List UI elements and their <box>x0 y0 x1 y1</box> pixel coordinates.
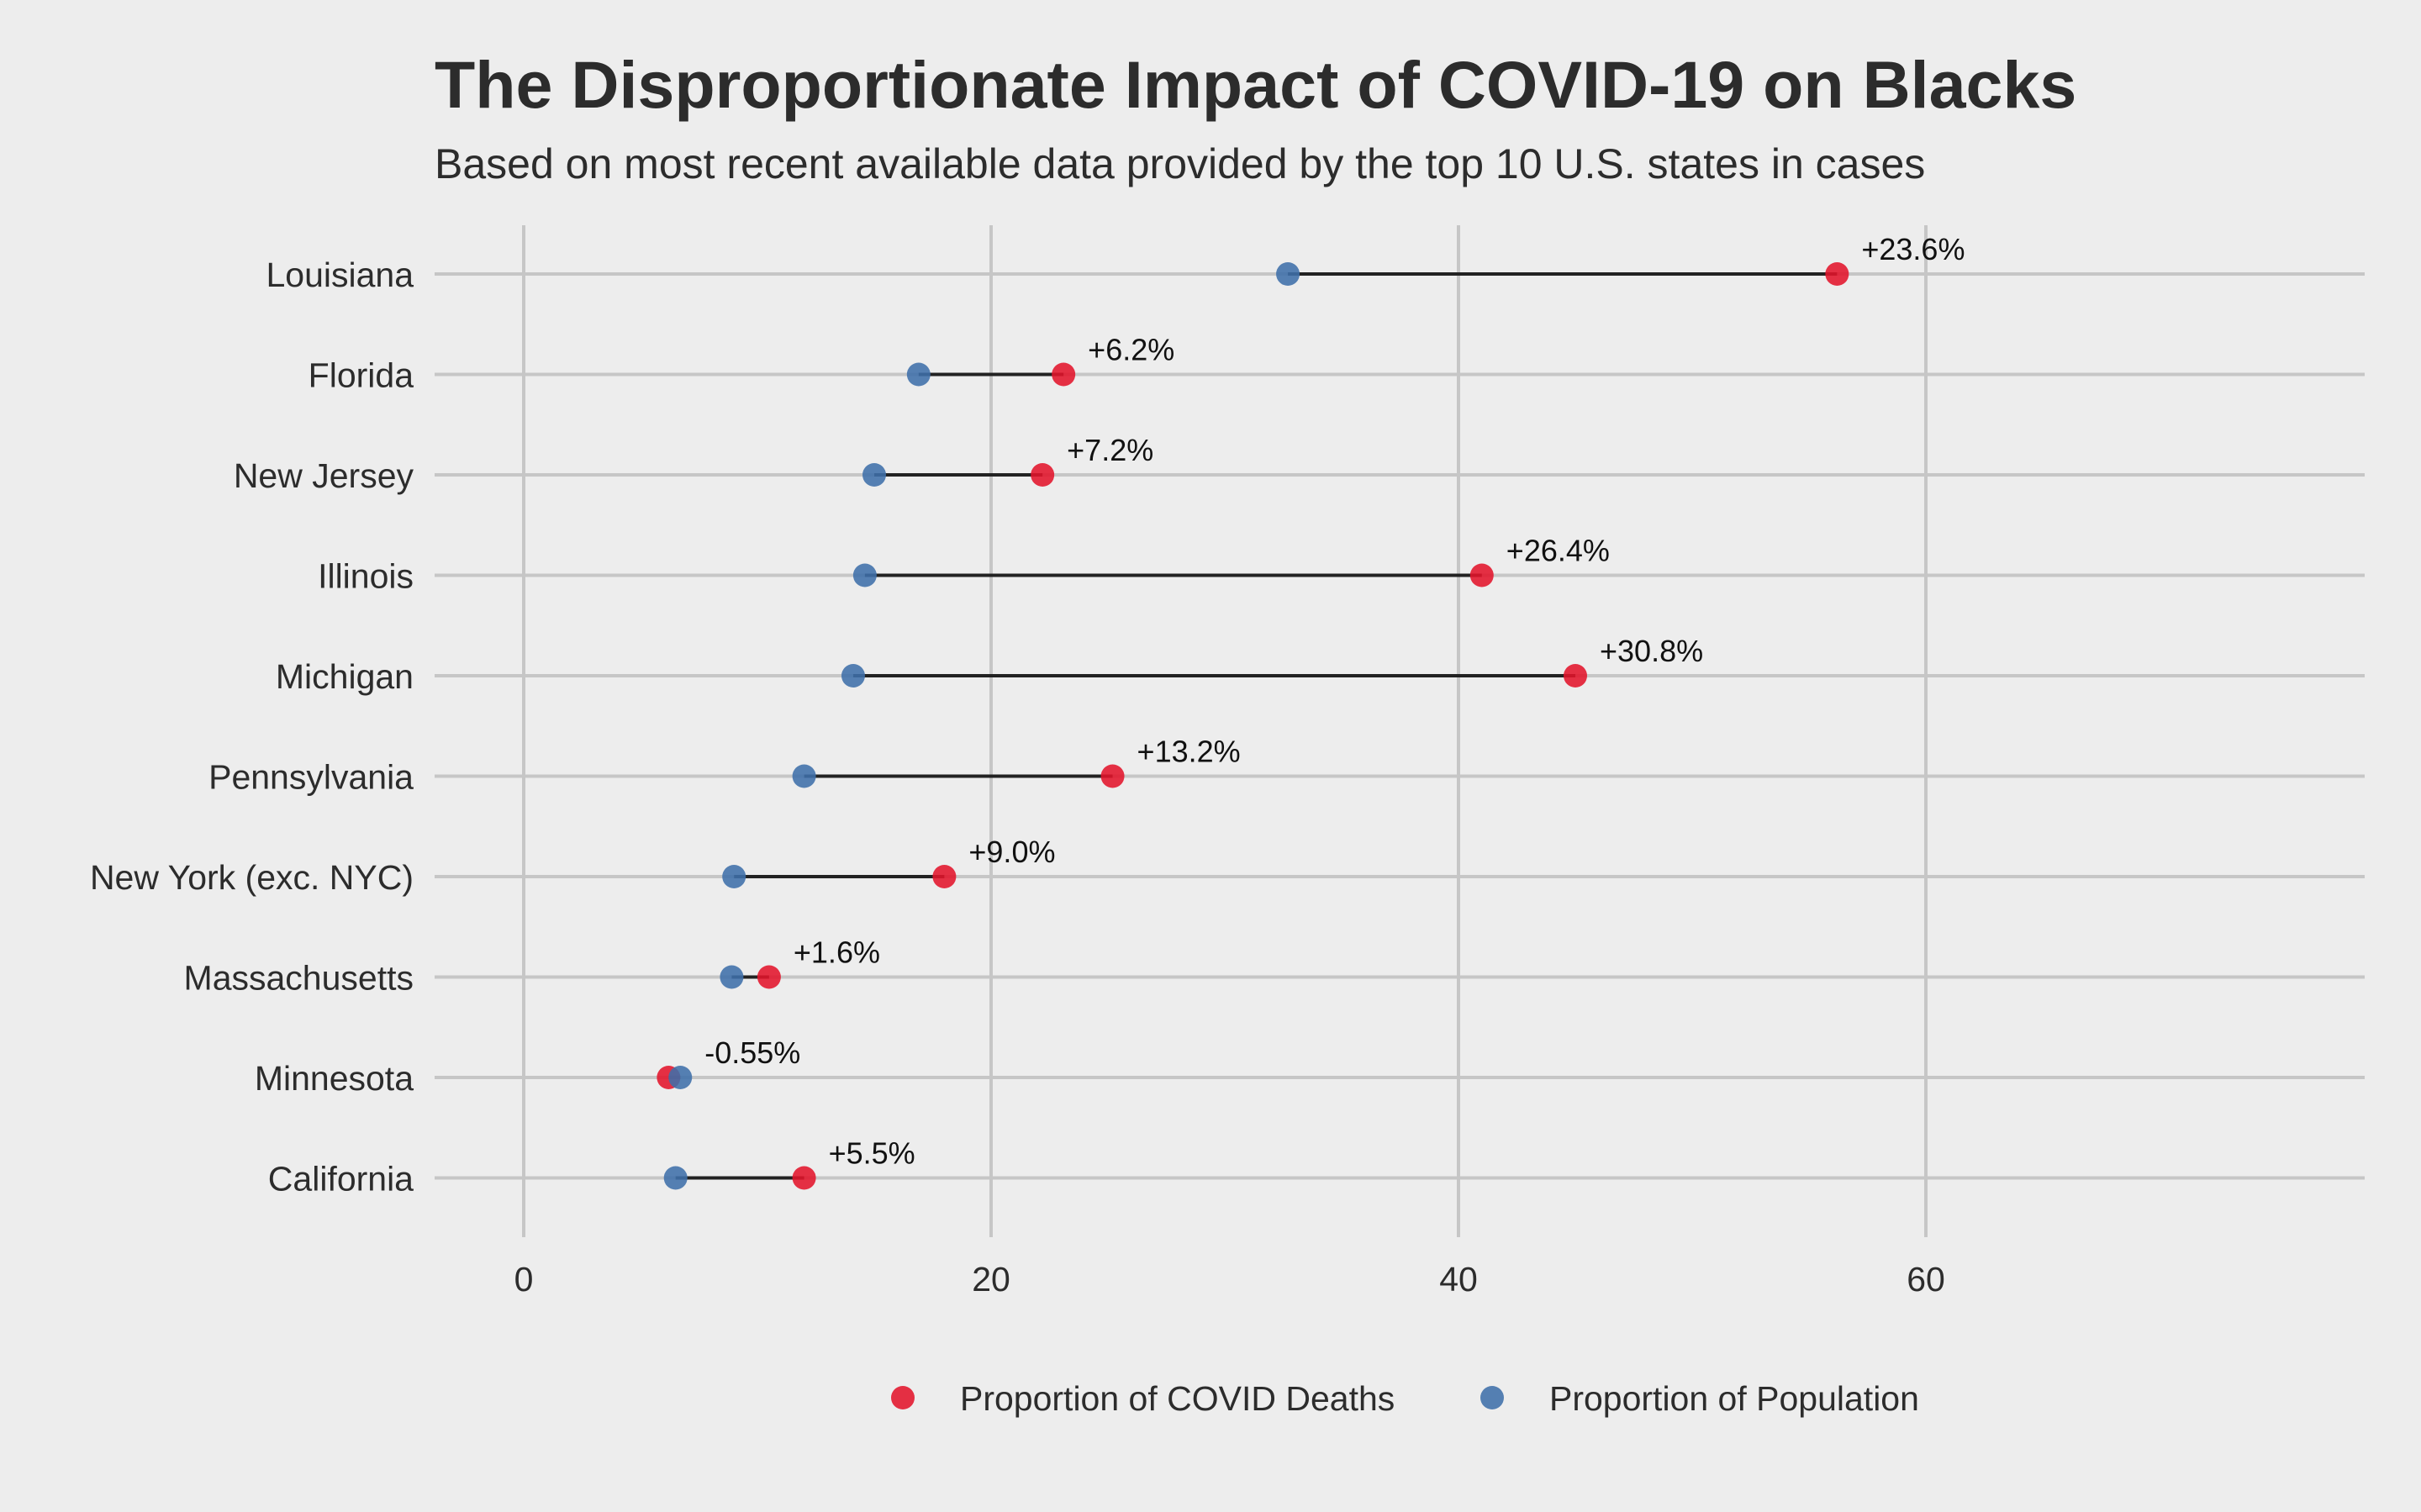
legend-population-label: Proportion of Population <box>1549 1379 1919 1418</box>
x-tick-label: 0 <box>514 1260 534 1299</box>
difference-label: -0.55% <box>704 1035 800 1070</box>
point-deaths-florida <box>1052 362 1076 387</box>
plot-area: +23.6% +6.2% +7.2% +26.4% +30.8% +13.2% +9.0% +… <box>657 232 1965 1190</box>
chart-title: The Disproportionate Impact of COVID-19 … <box>435 47 2076 122</box>
difference-label: +6.2% <box>1088 333 1174 367</box>
y-tick-label-pennsylvania: Pennsylvania <box>208 758 414 797</box>
x-tick-label: 60 <box>1907 1260 1945 1299</box>
difference-label: +13.2% <box>1137 735 1241 769</box>
point-population-new-jersey <box>862 463 886 487</box>
chart-subtitle: Based on most recent available data prov… <box>435 140 1925 187</box>
point-population-louisiana <box>1276 262 1300 286</box>
y-tick-label-massachusetts: Massachusetts <box>184 959 414 998</box>
difference-label: +7.2% <box>1067 433 1153 467</box>
difference-label: +30.8% <box>1600 634 1703 668</box>
point-population-florida <box>906 362 931 387</box>
point-population-michigan <box>841 664 865 688</box>
point-population-massachusetts <box>720 965 744 989</box>
point-deaths-new-york-exc-nyc <box>932 865 957 888</box>
difference-label: +5.5% <box>829 1136 915 1171</box>
y-tick-label-minnesota: Minnesota <box>255 1059 414 1098</box>
difference-label: +9.0% <box>968 835 1055 869</box>
gridlines: 0 20 40 60 Louisiana Florida New Jersey Illinoi… <box>90 225 2365 1299</box>
y-tick-label-louisiana: Louisiana <box>266 256 414 294</box>
point-population-new-york-exc-nyc <box>722 865 746 888</box>
point-deaths-illinois <box>1469 563 1494 587</box>
x-tick-label: 20 <box>972 1260 1010 1299</box>
point-population-california <box>663 1166 688 1190</box>
difference-label: +23.6% <box>1861 232 1965 266</box>
point-deaths-louisiana <box>1825 262 1849 286</box>
point-deaths-california <box>792 1166 816 1190</box>
legend: Proportion of COVID Deaths Proportion of … <box>891 1379 1919 1418</box>
x-tick-label: 40 <box>1439 1260 1478 1299</box>
point-population-illinois <box>852 563 877 587</box>
difference-label: +1.6% <box>794 935 880 970</box>
point-population-pennsylvania <box>792 764 816 788</box>
point-population-minnesota <box>668 1066 693 1089</box>
point-deaths-michigan <box>1564 664 1587 688</box>
legend-population-marker <box>1480 1386 1504 1409</box>
y-tick-label-california: California <box>268 1160 414 1199</box>
legend-deaths-label: Proportion of COVID Deaths <box>960 1379 1395 1418</box>
y-tick-label-florida: Florida <box>309 356 414 395</box>
y-tick-label-michigan: Michigan <box>276 657 414 696</box>
point-deaths-pennsylvania <box>1100 764 1125 788</box>
point-deaths-new-jersey <box>1031 463 1055 487</box>
y-tick-label-new-york-exc-nyc: New York (exc. NYC) <box>90 858 414 897</box>
y-tick-label-new-jersey: New Jersey <box>234 456 414 495</box>
difference-label: +26.4% <box>1506 534 1610 568</box>
point-deaths-massachusetts <box>757 965 781 989</box>
legend-deaths-marker <box>891 1386 915 1409</box>
y-tick-label-illinois: Illinois <box>318 557 414 596</box>
